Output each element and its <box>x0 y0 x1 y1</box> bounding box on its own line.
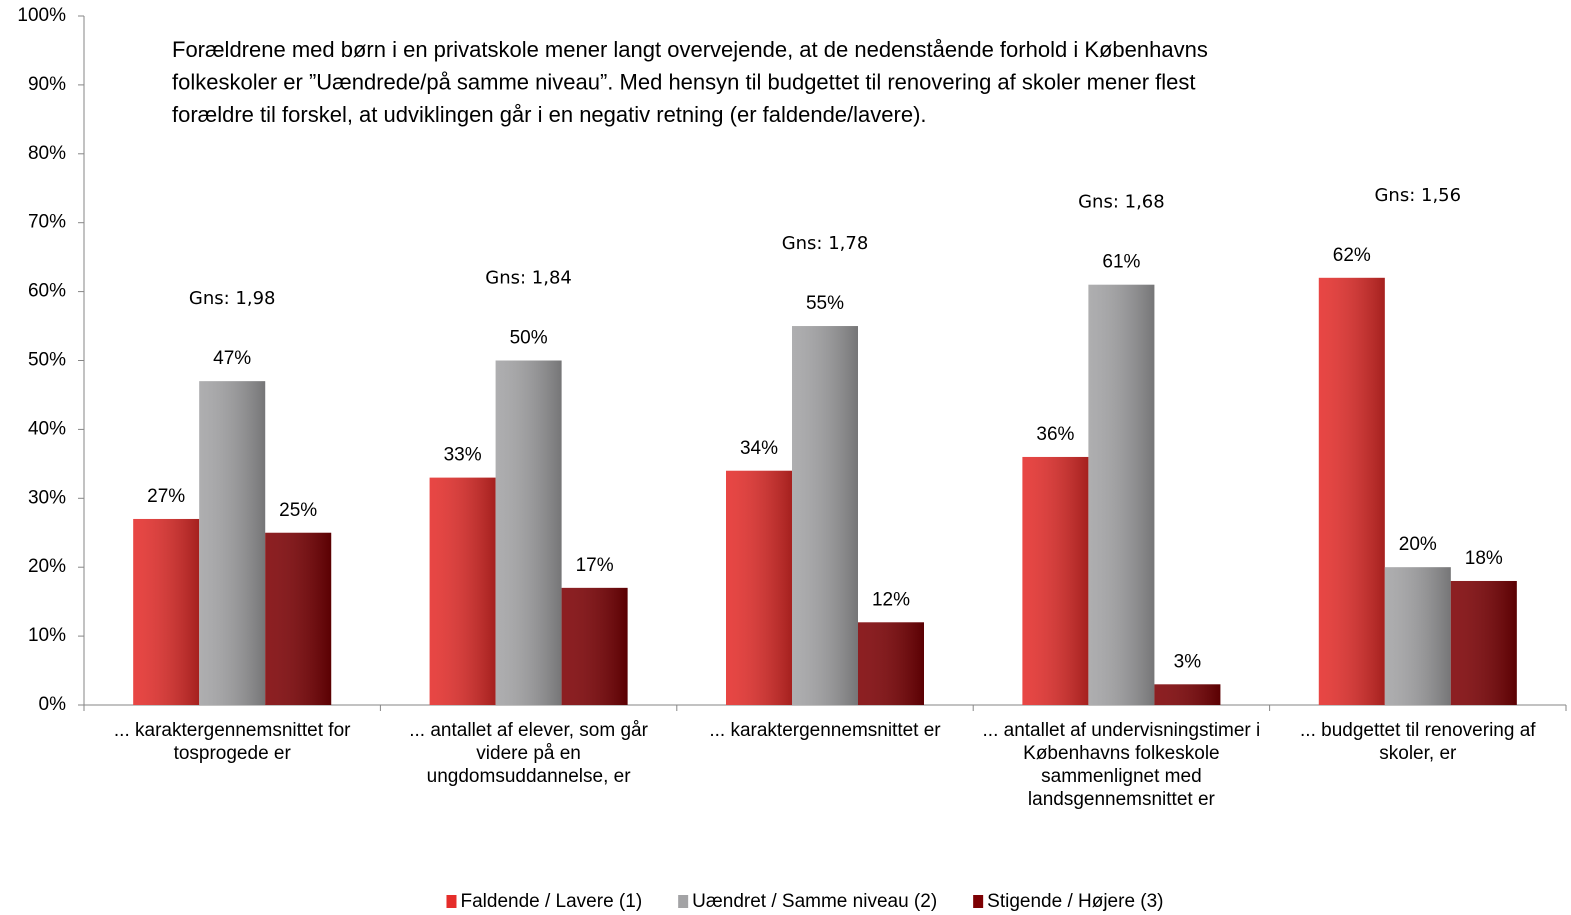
bar <box>429 477 496 705</box>
y-tick-label: 0% <box>39 694 67 715</box>
y-tick-label: 80% <box>28 143 66 164</box>
data-label: 33% <box>444 445 482 466</box>
y-tick-label: 30% <box>28 487 66 508</box>
annotation: Gns: 1,78 <box>782 233 869 254</box>
text-box-line: Forældrene med børn i en privatskole men… <box>172 37 1208 62</box>
bar <box>133 518 200 705</box>
legend-label: Faldende / Lavere (1) <box>460 891 642 912</box>
legend-swatch <box>973 895 984 908</box>
data-label: 25% <box>279 500 317 521</box>
y-tick-label: 20% <box>28 556 66 577</box>
data-label: 3% <box>1174 651 1202 672</box>
y-tick-label: 10% <box>28 625 66 646</box>
data-label: 55% <box>806 293 844 314</box>
legend-swatch <box>446 895 457 908</box>
y-tick-label: 100% <box>17 5 66 26</box>
x-tick-label: ... karaktergennemsnittet er <box>709 720 941 741</box>
x-tick-label: ... antallet af elever, som går videre p… <box>409 720 648 787</box>
y-tick-label: 70% <box>28 212 66 233</box>
data-label: 17% <box>576 555 614 576</box>
bar <box>1318 277 1385 705</box>
data-label: 61% <box>1102 252 1140 273</box>
y-tick-label: 90% <box>28 74 66 95</box>
data-label: 36% <box>1036 424 1074 445</box>
annotation: Gns: 1,84 <box>485 268 572 289</box>
data-label: 34% <box>740 438 778 459</box>
bar <box>1384 567 1451 705</box>
annotation: Gns: 1,98 <box>189 288 276 309</box>
y-tick-label: 40% <box>28 418 66 439</box>
y-tick-label: 60% <box>28 281 66 302</box>
y-tick-label: 50% <box>28 350 66 371</box>
text-box-line: forældre til forskel, at udviklingen går… <box>172 102 927 127</box>
bar <box>1154 684 1221 705</box>
data-label: 27% <box>147 486 185 507</box>
data-label: 62% <box>1333 245 1371 266</box>
bar <box>495 360 562 705</box>
bar <box>199 381 266 705</box>
bar <box>561 587 628 705</box>
x-tick-label: ... budgettet til renovering af skoler, … <box>1300 720 1536 764</box>
bar <box>726 470 792 705</box>
bar <box>1450 580 1517 705</box>
annotation: Gns: 1,68 <box>1078 192 1165 213</box>
data-label: 50% <box>510 328 548 349</box>
x-tick-label: ... antallet af undervisningstimer i Køb… <box>982 720 1261 810</box>
data-label: 18% <box>1465 548 1503 569</box>
bar <box>792 326 858 705</box>
data-label: 20% <box>1399 534 1437 555</box>
bar <box>1022 456 1089 705</box>
data-label: 47% <box>213 348 251 369</box>
text-box-line: folkeskoler er ”Uændrede/på samme niveau… <box>172 69 1196 94</box>
bar <box>1088 284 1155 705</box>
data-label: 12% <box>872 589 910 610</box>
legend-swatch <box>678 895 689 908</box>
annotation: Gns: 1,56 <box>1374 185 1461 206</box>
x-tick-label: ... karaktergennemsnittet for tosprogede… <box>113 720 351 764</box>
legend-label: Stigende / Højere (3) <box>987 891 1163 912</box>
legend-label: Uændret / Samme niveau (2) <box>692 891 937 912</box>
bar <box>265 532 332 705</box>
bar <box>858 622 924 705</box>
